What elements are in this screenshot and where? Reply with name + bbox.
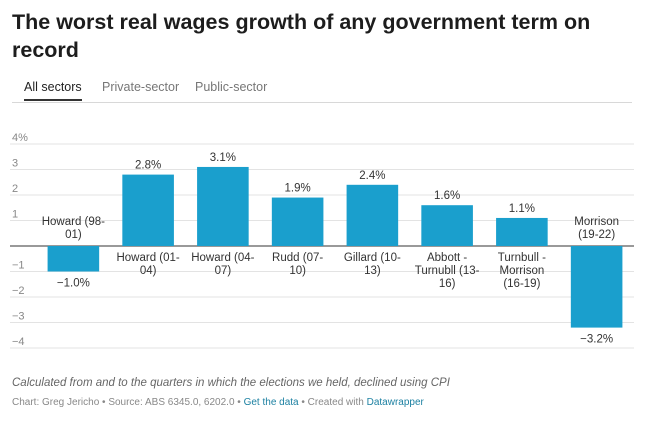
y-tick-label: −4 xyxy=(12,336,25,348)
chart-area: 4% 3 2 1 −1 −2 −3 −4 −1.0% Howard (98-01) 2.8% Howa… xyxy=(0,130,648,370)
data-label: 2.4% xyxy=(359,170,385,182)
bar-chart: 4% 3 2 1 −1 −2 −3 −4 −1.0% Howard (98-01) 2.8% Howa… xyxy=(10,132,634,349)
bar xyxy=(197,166,249,246)
tab-all-sectors[interactable]: All sectors xyxy=(24,76,82,101)
y-tick-label: 1 xyxy=(12,209,18,221)
data-label: 3.1% xyxy=(210,152,236,164)
footer-created-with: • Created with xyxy=(298,397,367,408)
category-label: Gillard (10-13) xyxy=(344,252,401,277)
bar xyxy=(496,217,548,246)
y-tick-label: 2 xyxy=(12,183,18,195)
bar xyxy=(122,174,174,246)
data-label: 2.8% xyxy=(135,160,161,172)
category-label: Morrison (19-22) xyxy=(574,216,619,241)
get-the-data-link[interactable]: Get the data xyxy=(243,397,299,408)
data-label: 1.1% xyxy=(509,203,535,215)
category-label: Abbott -Turnubll (13-16) xyxy=(415,252,480,290)
category-label: Howard (98-01) xyxy=(42,216,105,241)
bar xyxy=(346,184,399,246)
data-label: −1.0% xyxy=(57,278,90,290)
y-tick-label: −1 xyxy=(12,260,25,272)
y-tick-label: 4% xyxy=(12,132,28,144)
category-label: Howard (04-07) xyxy=(191,252,254,277)
category-label: Turnbull -Morrison (16-19) xyxy=(498,252,546,290)
y-tick-label: 3 xyxy=(12,158,18,170)
bar xyxy=(570,246,623,328)
tab-public-sector[interactable]: Public-sector xyxy=(195,80,268,94)
datawrapper-link[interactable]: Datawrapper xyxy=(366,397,424,408)
chart-notes: Calculated from and to the quarters in w… xyxy=(12,377,450,389)
bar xyxy=(271,197,324,246)
y-tick-label: −3 xyxy=(12,311,25,323)
data-label: 1.9% xyxy=(285,183,311,195)
bar xyxy=(47,246,100,272)
data-label: −3.2% xyxy=(580,334,613,346)
footer-credits: Chart: Greg Jericho • Source: ABS 6345.0… xyxy=(12,397,244,408)
bar xyxy=(421,205,473,246)
data-label: 1.6% xyxy=(434,190,460,202)
tab-private-sector[interactable]: Private-sector xyxy=(102,80,180,94)
chart-footer: Chart: Greg Jericho • Source: ABS 6345.0… xyxy=(12,397,424,408)
category-label: Rudd (07-10) xyxy=(272,252,323,277)
category-label: Howard (01-04) xyxy=(116,252,179,277)
chart-title: The worst real wages growth of any gover… xyxy=(12,10,591,62)
tab-bar: All sectors Private-sector Public-sector xyxy=(12,76,632,103)
y-tick-label: −2 xyxy=(12,285,25,297)
